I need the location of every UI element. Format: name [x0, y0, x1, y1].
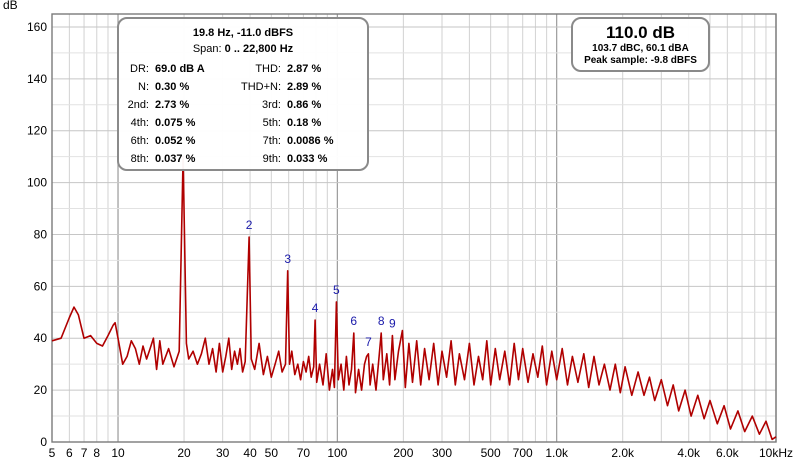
x-tick-label: 40	[243, 446, 257, 460]
cursor-readout: 19.8 Hz, -11.0 dBFS	[192, 27, 294, 39]
harmonic-label: 6	[350, 314, 357, 328]
stat-value: 0.033 %	[287, 153, 328, 165]
y-tick-label: 100	[27, 176, 47, 190]
x-tick-label: 10kHz	[759, 446, 793, 460]
stat-value: 2.87 %	[287, 63, 322, 75]
y-tick-label: 20	[34, 383, 48, 397]
spectrum-line	[51, 155, 777, 441]
stat-label: 7th:	[262, 135, 281, 147]
stat-label: 8th:	[130, 153, 149, 165]
level-panel: 110.0 dB 103.7 dBC, 60.1 dBA Peak sample…	[571, 17, 710, 72]
stat-value: 0.037 %	[155, 153, 196, 165]
y-tick-label: 120	[27, 124, 47, 138]
level-main: 110.0 dB	[606, 23, 675, 42]
y-axis-label: dB	[3, 0, 18, 12]
harmonic-label: 2	[246, 218, 253, 232]
stat-label: 5th:	[262, 117, 281, 129]
x-tick-label: 7	[81, 446, 88, 460]
x-tick-label: 8	[93, 446, 100, 460]
span-readout: Span: 0 .. 22,800 Hz	[119, 41, 367, 57]
x-tick-label: 700	[513, 446, 533, 460]
harmonic-label: 9	[389, 317, 396, 331]
stats-panel: 19.8 Hz, -11.0 dBFS Span: 0 .. 22,800 Hz…	[117, 17, 369, 171]
stats-row: DR: 69.0 dB A THD: 2.87 %	[119, 61, 367, 77]
x-tick-label: 200	[393, 446, 413, 460]
y-tick-label: 60	[34, 279, 48, 293]
stat-label: 2nd:	[127, 99, 149, 111]
stat-value: 0.0086 %	[287, 135, 334, 147]
stat-label: 4th:	[130, 117, 149, 129]
x-tick-label: 5	[49, 446, 56, 460]
x-tick-label: 30	[216, 446, 230, 460]
stat-label: THD:	[255, 63, 281, 75]
stat-label: 3rd:	[262, 99, 281, 111]
harmonic-label: 7	[365, 335, 372, 349]
stat-label: 9th:	[262, 153, 281, 165]
x-tick-label: 1.0k	[545, 446, 569, 460]
stats-row: 2nd: 2.73 % 3rd: 0.86 %	[119, 97, 367, 113]
x-tick-label: 50	[265, 446, 279, 460]
stat-value: 0.052 %	[155, 135, 196, 147]
stats-row: N: 0.30 % THD+N: 2.89 %	[119, 79, 367, 95]
harmonic-labels: 2 3 45 678 9	[246, 218, 396, 349]
spectrum-series	[51, 155, 777, 441]
stat-label: THD+N:	[240, 81, 281, 93]
span-label: Span:	[192, 43, 222, 55]
y-tick-label: 40	[34, 331, 48, 345]
stats-row: 4th: 0.075 % 5th: 0.18 %	[119, 115, 367, 131]
x-tick-label: 20	[177, 446, 191, 460]
stat-value: 0.30 %	[155, 81, 190, 93]
x-tick-label: 2.0k	[611, 446, 635, 460]
stat-value: 69.0 dB A	[155, 63, 205, 75]
stat-value: 0.075 %	[155, 117, 196, 129]
harmonic-label: 4	[312, 301, 319, 315]
stat-value: 0.18 %	[287, 117, 322, 129]
stat-value: 0.86 %	[287, 99, 322, 111]
harmonic-label: 3	[284, 252, 291, 266]
y-tick-label: 80	[34, 227, 48, 241]
stat-value: 2.73 %	[155, 99, 190, 111]
x-tick-label: 300	[432, 446, 452, 460]
stat-label: 6th:	[130, 135, 149, 147]
span-value: 0 .. 22,800 Hz	[224, 43, 294, 55]
level-peak: Peak sample: -9.8 dBFS	[584, 55, 697, 66]
stat-label: DR:	[130, 63, 149, 75]
x-tick-label: 6	[66, 446, 73, 460]
stats-row: 6th: 0.052 % 7th: 0.0086 %	[119, 133, 367, 149]
x-tick-label: 100	[327, 446, 347, 460]
x-tick-label: 500	[481, 446, 501, 460]
plot-frame	[51, 13, 777, 443]
x-tick-label: 10	[111, 446, 125, 460]
y-tick-label: 0	[40, 435, 47, 449]
x-tick-label: 6.0k	[716, 446, 740, 460]
x-tick-label: 4.0k	[677, 446, 701, 460]
harmonic-label: 8	[378, 314, 385, 328]
level-weighted: 103.7 dBC, 60.1 dBA	[592, 43, 689, 54]
stats-row: 8th: 0.037 % 9th: 0.033 %	[119, 151, 367, 167]
x-tick-label: 70	[297, 446, 311, 460]
y-tick-label: 160	[27, 20, 47, 34]
stat-value: 2.89 %	[287, 81, 322, 93]
stat-label: N:	[138, 81, 149, 93]
harmonic-label: 5	[333, 283, 340, 297]
y-tick-label: 140	[27, 72, 47, 86]
